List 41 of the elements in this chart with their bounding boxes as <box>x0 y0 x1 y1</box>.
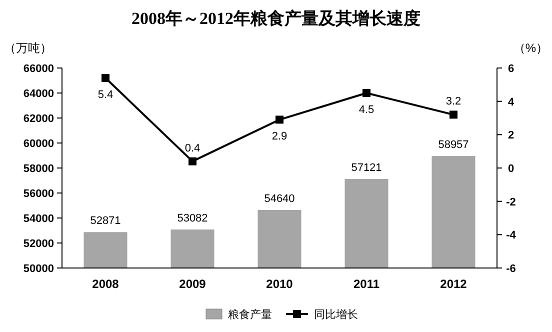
y-tick-label: 64000 <box>23 88 54 100</box>
data-label: 4.5 <box>358 104 374 116</box>
legend-label: 同比增长 <box>314 308 358 321</box>
y2-tick-label: 6 <box>508 63 514 75</box>
y-tick-label: 58000 <box>23 163 54 175</box>
y-tick-label: 66000 <box>23 63 54 75</box>
y-tick-label: 54000 <box>23 213 54 225</box>
x-tick-label: 2009 <box>179 277 206 291</box>
y2-tick-label: 0 <box>508 163 514 175</box>
chart-title: 2008年～2012年粮食产量及其增长速度 <box>132 9 420 28</box>
point <box>276 116 284 124</box>
y-tick-label: 50000 <box>23 263 54 275</box>
data-label: 57121 <box>351 162 382 174</box>
point <box>450 110 458 119</box>
y-tick-label: 56000 <box>23 188 54 200</box>
data-label: 5.4 <box>98 89 114 101</box>
point <box>188 157 196 166</box>
y-tick-label: 60000 <box>23 138 54 150</box>
y2-tick-label: -2 <box>506 196 516 208</box>
data-label: 0.4 <box>184 142 200 154</box>
legend-label: 粮食产量 <box>228 308 272 321</box>
y2-tick-label: -4 <box>506 230 517 242</box>
data-label: 52871 <box>90 215 121 228</box>
x-tick-label: 2011 <box>353 277 380 291</box>
y-tick-label: 62000 <box>23 113 54 125</box>
data-label: 3.2 <box>446 96 462 108</box>
point <box>362 89 370 97</box>
y-tick-label: 52000 <box>23 238 54 250</box>
x-tick-label: 2010 <box>266 277 294 291</box>
point <box>102 74 110 82</box>
data-label: 53082 <box>177 212 208 224</box>
data-label: 54640 <box>264 193 295 205</box>
x-tick-label: 2012 <box>440 277 468 291</box>
y-axis-title: （万吨） <box>4 41 52 55</box>
data-label: 58957 <box>438 139 469 152</box>
y2-tick-label: 2 <box>508 130 514 142</box>
y2-tick-label: -6 <box>506 263 516 275</box>
x-tick-label: 2008 <box>92 277 120 291</box>
y2-axis-title: （%） <box>513 41 548 55</box>
y2-tick-label: 4 <box>508 96 515 108</box>
data-label: 2.9 <box>272 130 288 143</box>
